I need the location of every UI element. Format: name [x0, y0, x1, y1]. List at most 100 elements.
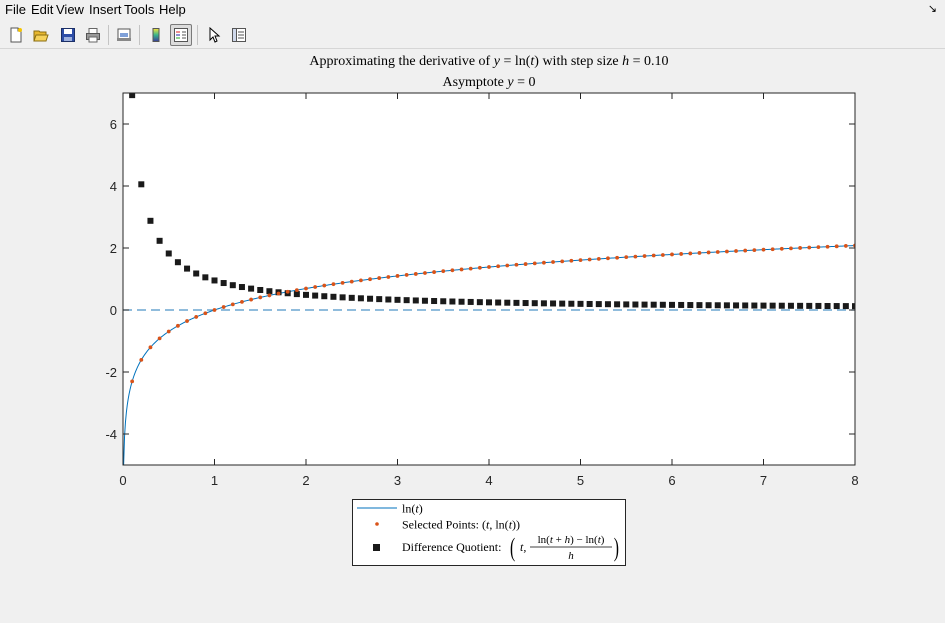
- selected-point: [258, 295, 263, 300]
- quotient-point: [824, 302, 831, 309]
- new-figure-icon[interactable]: [5, 24, 27, 46]
- quotient-point: [641, 301, 648, 308]
- quotient-point: [513, 299, 520, 306]
- selected-point: [752, 248, 757, 253]
- x-tick-label: 1: [211, 473, 218, 488]
- quotient-point: [156, 237, 163, 244]
- svg-text:ln(t + h) − ln(t): ln(t + h) − ln(t): [538, 534, 605, 546]
- quotient-point: [339, 294, 346, 301]
- y-tick-label: 6: [110, 117, 117, 132]
- save-icon[interactable]: [57, 24, 79, 46]
- selected-point: [249, 297, 254, 302]
- quotient-point: [321, 293, 328, 300]
- colorbar-icon[interactable]: [145, 24, 167, 46]
- selected-point: [276, 291, 281, 296]
- selected-point: [843, 244, 848, 248]
- quotient-point: [403, 297, 410, 304]
- selected-point: [166, 329, 171, 334]
- open-file-icon[interactable]: [30, 24, 52, 46]
- quotient-point: [659, 301, 666, 308]
- selected-point: [194, 315, 199, 319]
- selected-point: [587, 257, 592, 262]
- selected-point: [715, 250, 720, 254]
- quotient-point: [650, 301, 657, 308]
- print-preview-icon[interactable]: [113, 24, 135, 46]
- selected-point: [496, 264, 501, 269]
- selected-point: [542, 260, 546, 265]
- selected-point: [569, 258, 574, 263]
- selected-point: [294, 288, 299, 293]
- quotient-point: [421, 297, 428, 304]
- quotient-point: [550, 300, 557, 307]
- quotient-point: [238, 284, 245, 291]
- legend[interactable]: ln(t) Selected Points: (t, ln(t)) Differ…: [352, 499, 626, 566]
- selected-point: [377, 276, 382, 280]
- quotient-point: [440, 298, 447, 305]
- svg-text:(: (: [510, 533, 515, 562]
- print-icon[interactable]: [82, 24, 104, 46]
- selected-point: [304, 286, 308, 291]
- legend-entry-points: Selected Points: (t, ln(t)): [402, 518, 520, 532]
- quotient-point: [504, 299, 511, 306]
- quotient-point: [367, 295, 374, 302]
- quotient-point: [229, 282, 236, 289]
- pointer-icon[interactable]: [203, 24, 225, 46]
- y-tick-label: -4: [105, 427, 117, 442]
- selected-point: [642, 254, 647, 258]
- dock-arrow-icon[interactable]: ↘: [927, 3, 937, 15]
- x-tick-label: 7: [760, 473, 767, 488]
- selected-point: [725, 249, 729, 254]
- selected-point: [679, 252, 684, 256]
- selected-point: [313, 285, 318, 289]
- menu-edit[interactable]: Edit: [31, 2, 54, 17]
- quotient-point: [165, 250, 172, 257]
- selected-point: [761, 247, 766, 252]
- svg-text:h: h: [568, 550, 574, 562]
- x-tick-label: 6: [668, 473, 675, 488]
- menu-insert[interactable]: Insert: [89, 2, 122, 17]
- selected-point: [176, 323, 180, 328]
- quotient-point: [431, 298, 438, 305]
- quotient-point: [394, 296, 401, 303]
- quotient-point: [303, 291, 309, 298]
- y-tick-label: 0: [110, 303, 117, 318]
- selected-point: [477, 265, 482, 270]
- selected-point: [230, 302, 235, 307]
- selected-point: [404, 273, 409, 277]
- selected-point: [450, 268, 455, 273]
- selected-point: [789, 246, 793, 251]
- quotient-point: [687, 302, 694, 309]
- selected-point: [157, 336, 162, 341]
- quotient-point: [769, 302, 776, 309]
- property-inspector-icon[interactable]: [228, 24, 250, 46]
- selected-point: [468, 266, 473, 271]
- plot-area[interactable]: [123, 93, 855, 465]
- selected-point: [432, 270, 436, 274]
- figure-canvas[interactable]: Approximating the derivative of y = ln(t…: [0, 49, 945, 618]
- x-tick-label: 5: [577, 473, 584, 488]
- quotient-point: [705, 302, 712, 309]
- selected-point: [551, 260, 555, 264]
- quotient-point: [751, 302, 758, 309]
- menu-help[interactable]: Help: [159, 2, 186, 17]
- x-tick-label: 0: [119, 473, 126, 488]
- legend-icon[interactable]: [170, 24, 192, 46]
- menu-bar: File Edit View Insert Tools Help ↘: [0, 0, 945, 20]
- selected-point: [834, 244, 839, 249]
- quotient-point: [604, 301, 611, 308]
- quotient-point: [376, 296, 383, 303]
- menu-file[interactable]: File: [5, 2, 26, 17]
- selected-point: [395, 274, 400, 278]
- menu-tools[interactable]: Tools: [124, 2, 155, 17]
- selected-point: [459, 267, 464, 272]
- quotient-point: [632, 301, 639, 308]
- quotient-point: [357, 295, 364, 302]
- quotient-point: [760, 302, 767, 309]
- chart-title-line1: Approximating the derivative of y = ln(t…: [309, 54, 668, 69]
- quotient-point: [348, 294, 355, 301]
- selected-point: [212, 308, 217, 312]
- quotient-point: [495, 299, 502, 306]
- menu-view[interactable]: View: [56, 2, 84, 17]
- selected-point: [130, 379, 135, 384]
- selected-point: [578, 258, 583, 263]
